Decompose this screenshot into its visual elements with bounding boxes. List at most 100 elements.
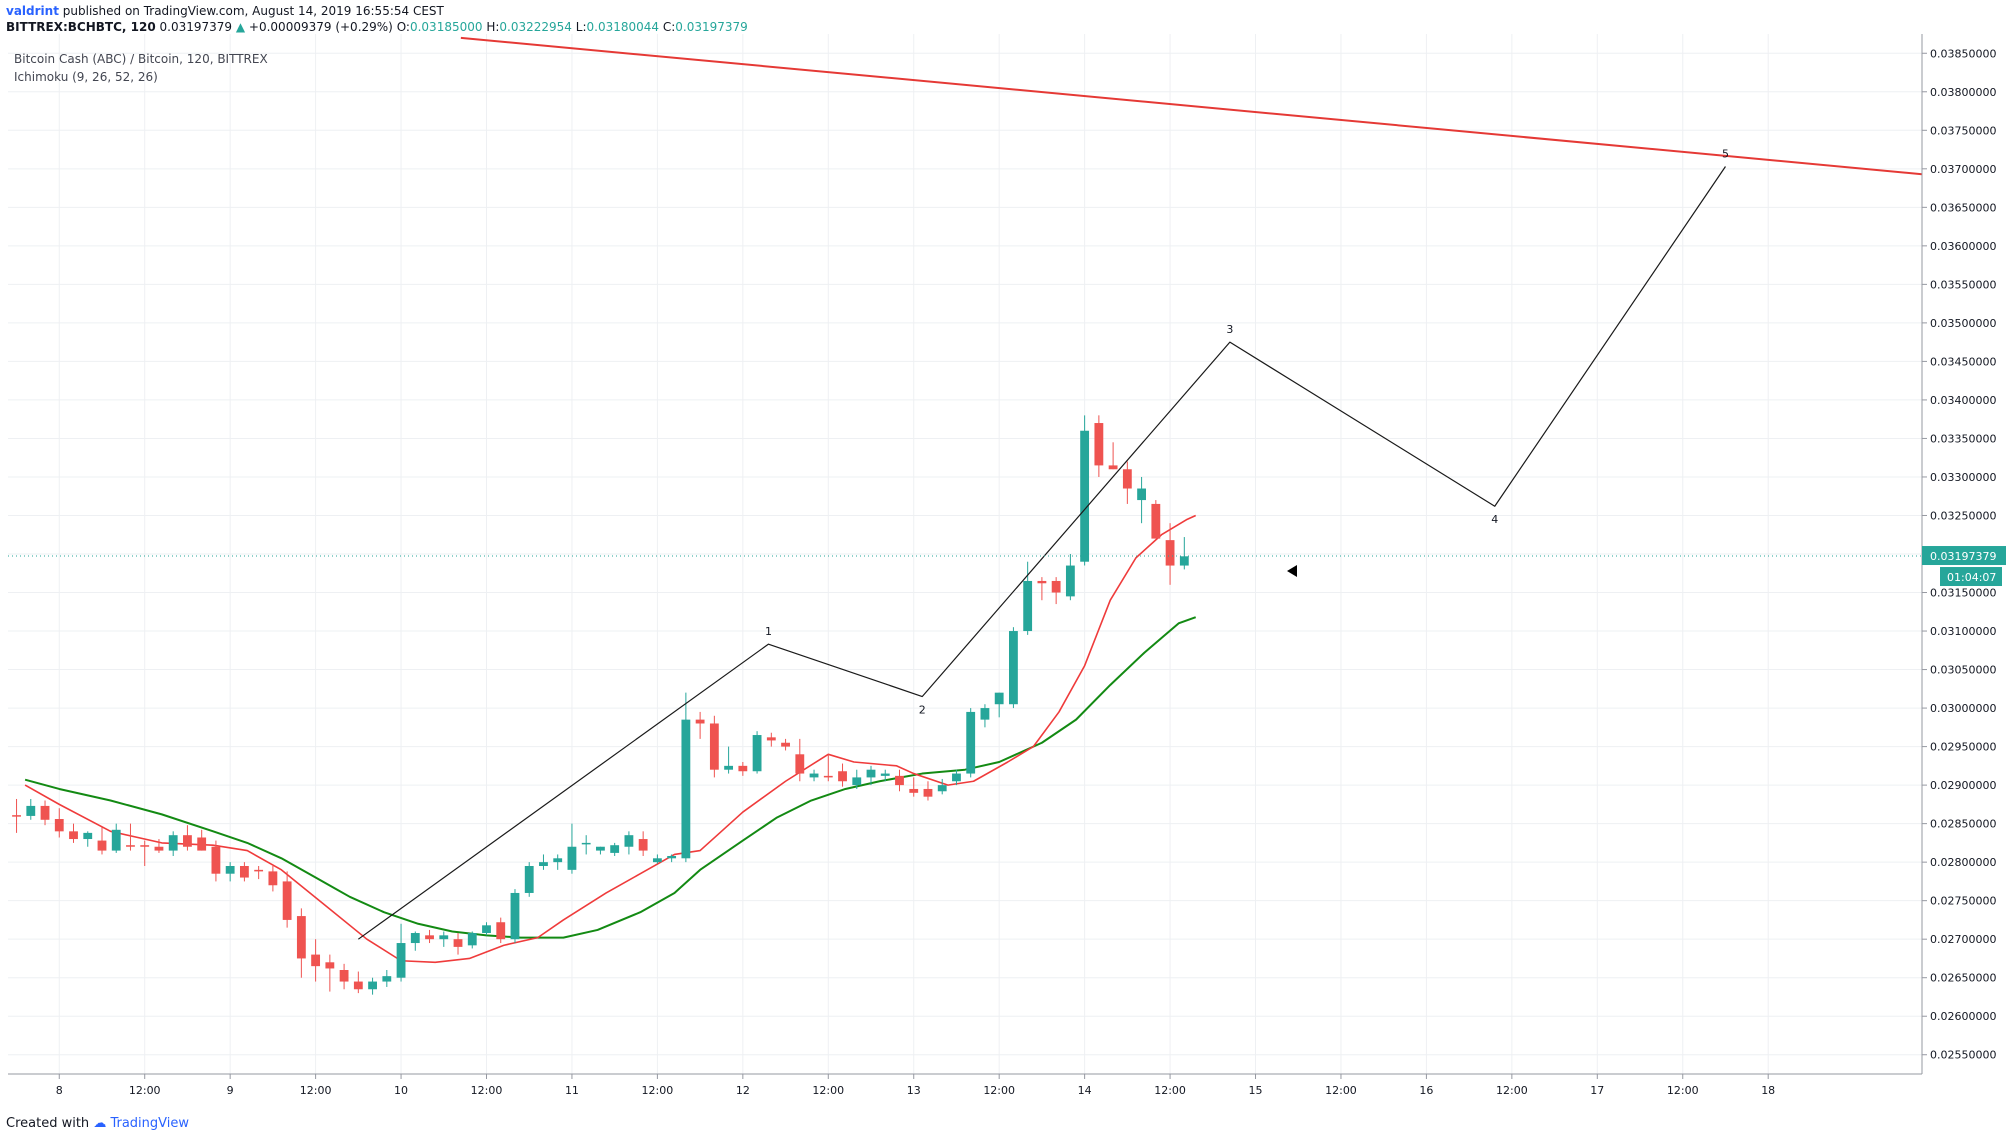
open-label: O: xyxy=(396,20,410,34)
candle-body xyxy=(111,829,121,851)
wave-label: 5 xyxy=(1722,148,1729,161)
x-tick-label: 9 xyxy=(227,1084,234,1097)
low-label: L: xyxy=(575,20,587,34)
x-tick-label: 18 xyxy=(1761,1084,1775,1097)
publish-info: valdrint published on TradingView.com, A… xyxy=(6,4,444,18)
y-tick-label: 0.02650000 xyxy=(1930,972,1996,985)
x-tick-label: 10 xyxy=(394,1084,408,1097)
candle-body xyxy=(482,925,491,934)
y-tick-label: 0.03550000 xyxy=(1930,278,1996,291)
candle-body xyxy=(1065,565,1075,597)
y-tick-label: 0.03750000 xyxy=(1930,124,1996,137)
candle-body xyxy=(838,771,847,782)
x-tick-label: 17 xyxy=(1590,1084,1604,1097)
y-tick-label: 0.03150000 xyxy=(1930,587,1996,600)
candle-body xyxy=(140,845,150,847)
candle-body xyxy=(966,711,976,774)
tradingview-brand[interactable]: TradingView xyxy=(110,1116,189,1131)
candle-body xyxy=(467,933,477,946)
y-tick-label: 0.02800000 xyxy=(1930,856,1996,869)
candle-body xyxy=(197,837,207,851)
close-value: 0.03197379 xyxy=(675,20,748,34)
y-tick-label: 0.03450000 xyxy=(1930,355,1996,368)
candle-body xyxy=(1165,540,1175,566)
current-price-label: 0.03197379 xyxy=(1930,550,1996,563)
x-tick-label: 12:00 xyxy=(1496,1084,1528,1097)
y-tick-label: 0.03050000 xyxy=(1930,664,1996,677)
candle-body xyxy=(353,981,363,990)
candle-body xyxy=(69,831,78,840)
candle-body xyxy=(539,862,548,866)
candle-body xyxy=(97,840,107,851)
countdown-label: 01:04:07 xyxy=(1947,571,1996,584)
x-tick-label: 15 xyxy=(1249,1084,1263,1097)
candle-body xyxy=(1179,556,1189,566)
current-price-tag xyxy=(1922,546,2006,566)
x-tick-label: 16 xyxy=(1419,1084,1433,1097)
y-tick-label: 0.03350000 xyxy=(1930,432,1996,445)
conversion-line xyxy=(24,514,1197,964)
y-tick-label: 0.02900000 xyxy=(1930,779,1996,792)
candle-body xyxy=(425,935,434,940)
x-tick-label: 12 xyxy=(736,1084,750,1097)
candle-body xyxy=(1151,503,1161,539)
candle-body xyxy=(410,933,420,944)
candle-body xyxy=(823,775,833,778)
grid xyxy=(8,34,1922,1074)
candle-body xyxy=(339,970,349,982)
price-change: +0.00009379 (+0.29%) xyxy=(248,20,393,34)
high-label: H: xyxy=(486,20,500,34)
candle-body xyxy=(1094,423,1104,466)
x-tick-label: 12:00 xyxy=(300,1084,332,1097)
candle-body xyxy=(282,881,292,920)
candle-body xyxy=(510,892,520,940)
y-tick-label: 0.03000000 xyxy=(1930,702,1996,715)
candle-body xyxy=(709,723,719,770)
candle-body xyxy=(1023,580,1033,632)
wave-label: 2 xyxy=(919,704,926,717)
candle-body xyxy=(183,835,192,847)
candle-body xyxy=(12,815,21,817)
x-tick-label: 12:00 xyxy=(1325,1084,1357,1097)
candle-body xyxy=(795,754,805,774)
y-tick-label: 0.03600000 xyxy=(1930,240,1996,253)
candle-body xyxy=(923,788,933,797)
candle-body xyxy=(652,858,662,863)
published-text: published on TradingView.com, August 14,… xyxy=(62,4,444,18)
created-with-text: Created with xyxy=(6,1116,90,1131)
candle-body xyxy=(681,719,691,859)
candle-body xyxy=(567,846,577,870)
x-tick-label: 12:00 xyxy=(471,1084,503,1097)
candle-body xyxy=(325,962,335,969)
ohlc-bar: BITTREX:BCHBTC, 120 0.03197379 ▲ +0.0000… xyxy=(6,20,748,34)
candle-body xyxy=(596,846,605,851)
x-tick-label: 12:00 xyxy=(129,1084,161,1097)
candle-body xyxy=(1037,580,1047,584)
candle-body xyxy=(225,866,235,874)
candle-body xyxy=(952,773,961,782)
candle-body xyxy=(211,846,221,874)
candle-body xyxy=(781,742,790,747)
candle-body xyxy=(752,735,762,772)
author-link[interactable]: valdrint xyxy=(6,4,59,18)
candle-body xyxy=(368,981,377,990)
y-tick-label: 0.02950000 xyxy=(1930,741,1996,754)
indicator-label: Ichimoku (9, 26, 52, 26) xyxy=(14,70,158,84)
wave-label: 1 xyxy=(765,625,772,638)
candle-body xyxy=(296,916,306,959)
candle-body xyxy=(624,835,634,847)
candles xyxy=(12,415,1189,995)
candle-body xyxy=(254,869,264,872)
chart-background xyxy=(0,34,2006,1112)
up-arrow-icon: ▲ xyxy=(235,20,246,34)
open-value: 0.03185000 xyxy=(409,20,483,34)
elliott-wave-path xyxy=(357,166,1726,940)
y-tick-label: 0.02600000 xyxy=(1930,1010,1996,1023)
candle-body xyxy=(1137,488,1147,501)
candle-body xyxy=(382,976,392,982)
candle-body xyxy=(1108,465,1118,470)
x-tick-label: 8 xyxy=(56,1084,63,1097)
x-tick-label: 12:00 xyxy=(1154,1084,1186,1097)
candle-body xyxy=(553,858,563,863)
